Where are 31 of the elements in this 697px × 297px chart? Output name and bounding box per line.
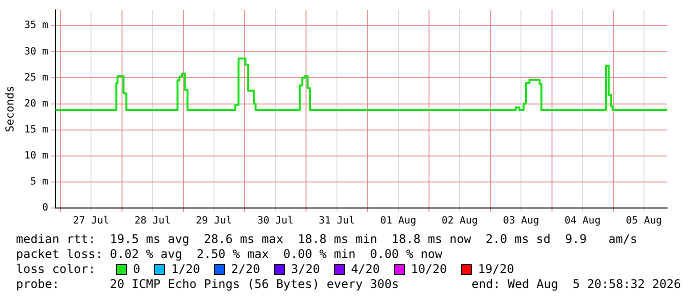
y-tick-label: 30 m	[24, 46, 48, 58]
text: median rtt: 19.5 ms avg 28.6 ms max 18.8 ms min 18.8 ms now 2.0 ms sd 9.9 am/s	[16, 232, 638, 247]
legend-label: 2/20	[231, 262, 260, 277]
y-tick-label: 25 m	[24, 72, 48, 84]
legend-label: 4/20	[350, 262, 380, 277]
x-tick-label: 29 Jul	[196, 216, 232, 227]
x-tick-label: 31 Jul	[318, 216, 355, 227]
x-tick-label: 01 Aug	[380, 216, 416, 227]
x-tick-label: 02 Aug	[442, 216, 478, 227]
legend-label: 19/20	[478, 262, 514, 277]
y-tick-label: 5 m	[30, 176, 48, 188]
legend-label: 1/20	[171, 262, 200, 277]
x-tick-label: 27 Jul	[73, 216, 110, 227]
x-tick-label: 28 Jul	[134, 216, 171, 227]
text: packet loss: 0.02 % avg 2.50 % max 0.00 % min 0.00 % now	[16, 247, 444, 262]
text: end: Wed Aug 5 20:58:32 2026	[471, 277, 681, 292]
x-tick-label: 30 Jul	[257, 216, 294, 227]
legend-title: loss color:	[16, 262, 96, 277]
y-tick-label: 35 m	[24, 20, 48, 32]
legend-label: 0	[133, 262, 140, 277]
text: probe: 20 ICMP Echo Pings (56 Bytes) every 300s	[16, 277, 399, 292]
y-tick-label: 15 m	[24, 124, 48, 136]
x-tick-label: 05 Aug	[626, 216, 662, 227]
x-tick-label: 03 Aug	[503, 216, 540, 227]
legend-label: 10/20	[410, 262, 447, 277]
y-tick-label: 10 m	[24, 150, 48, 162]
legend-label: 3/20	[291, 262, 320, 277]
y-tick-label: 0	[42, 202, 48, 214]
x-tick-label: 04 Aug	[564, 216, 601, 227]
y-axis-title: Seconds	[3, 86, 16, 132]
y-tick-label: 20 m	[24, 98, 48, 110]
